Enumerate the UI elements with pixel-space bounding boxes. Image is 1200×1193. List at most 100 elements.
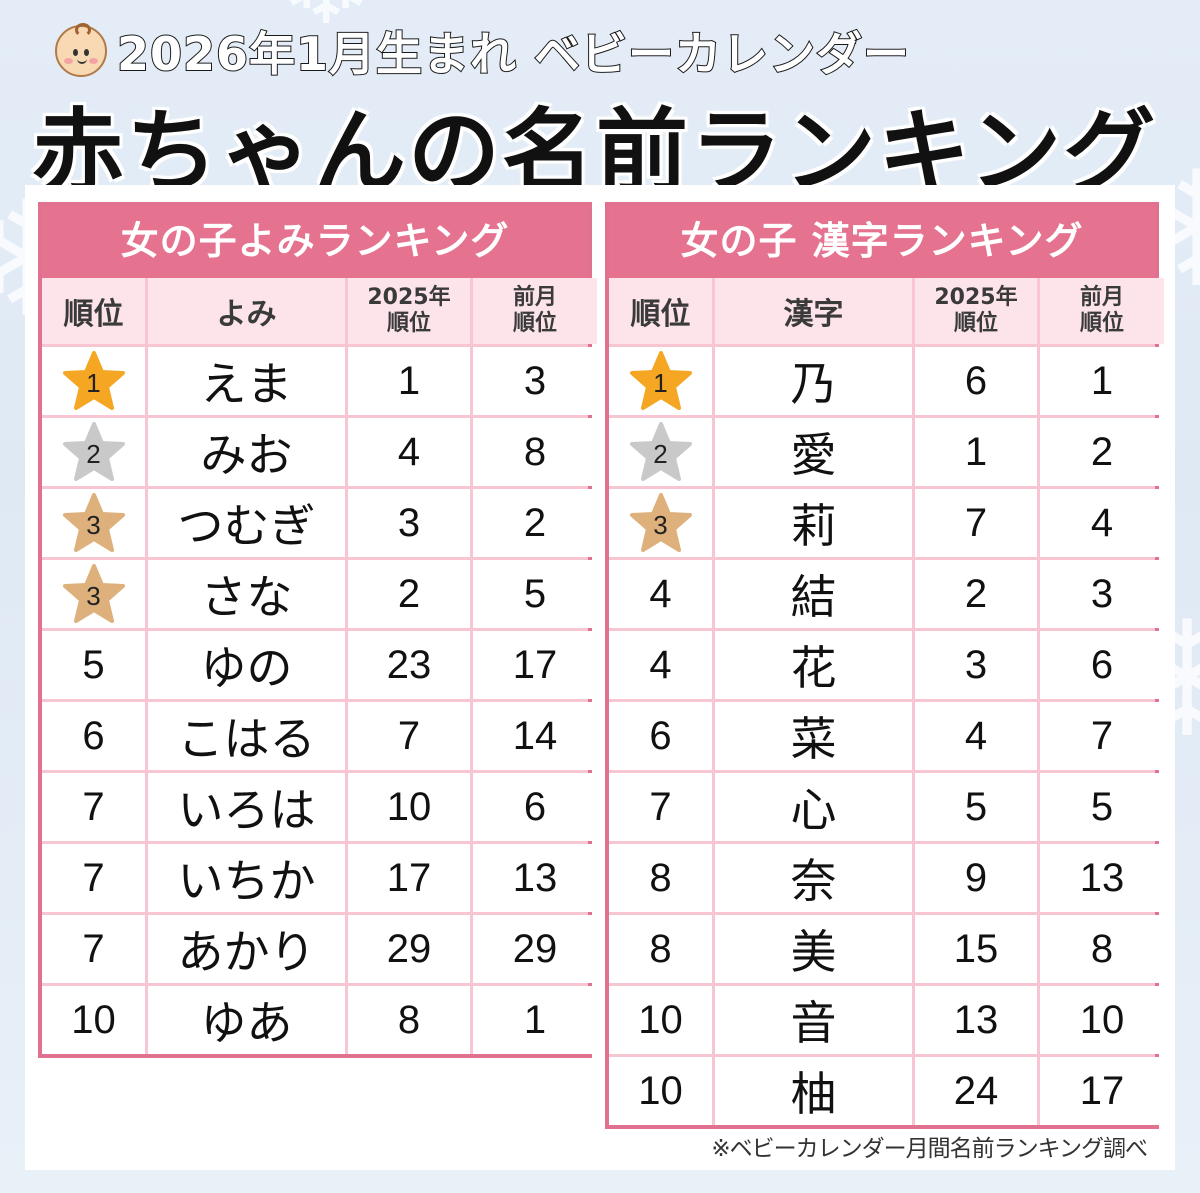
- prev-month-rank-cell: 7: [1040, 702, 1164, 770]
- prev-month-rank-cell: 1: [473, 986, 597, 1054]
- name-cell: いろは: [148, 773, 345, 841]
- prev-month-rank-cell: 4: [1040, 489, 1164, 557]
- prev-month-rank-cell: 5: [473, 560, 597, 628]
- prev-month-rank-cell: 29: [473, 915, 597, 983]
- name-cell: つむぎ: [148, 489, 345, 557]
- prev-month-rank-cell: 2: [1040, 418, 1164, 486]
- rank-cell: 8: [609, 844, 712, 912]
- name-cell: あかり: [148, 915, 345, 983]
- rank-2025-cell: 10: [348, 773, 470, 841]
- rank-2025-cell: 2: [348, 560, 470, 628]
- gold-star-medal-icon: 1: [62, 350, 126, 412]
- rank-cell: 1: [42, 347, 145, 415]
- rank-2025-cell: 1: [915, 418, 1037, 486]
- silver-star-medal-icon: 2: [629, 421, 693, 483]
- content-panel: 女の子よみランキング 順位 よみ 2025年 順位 前月 順位 1 えま 1 3 2 みお…: [25, 185, 1175, 1170]
- bronze-star-medal-icon: 3: [629, 492, 693, 554]
- prev-month-rank-cell: 8: [473, 418, 597, 486]
- rank-cell: 5: [42, 631, 145, 699]
- rank-2025-cell: 23: [348, 631, 470, 699]
- yomi-ranking-table: 女の子よみランキング 順位 よみ 2025年 順位 前月 順位 1 えま 1 3 2 みお…: [38, 202, 597, 1058]
- rank-cell: 7: [42, 844, 145, 912]
- ranking-grid: 順位 よみ 2025年 順位 前月 順位 1 えま 1 3 2 みお 4 8 3 つむぎ 3 2 3 さな…: [42, 278, 597, 1054]
- rank-2025-cell: 6: [915, 347, 1037, 415]
- rank-2025-cell: 29: [348, 915, 470, 983]
- rank-cell: 7: [42, 773, 145, 841]
- bronze-star-medal-icon: 3: [62, 492, 126, 554]
- name-cell: みお: [148, 418, 345, 486]
- rank-cell: 10: [42, 986, 145, 1054]
- rank-2025-cell: 15: [915, 915, 1037, 983]
- name-cell: えま: [148, 347, 345, 415]
- column-header-name: よみ: [148, 278, 345, 344]
- rank-cell: 7: [609, 773, 712, 841]
- rank-2025-cell: 3: [915, 631, 1037, 699]
- name-cell: ゆの: [148, 631, 345, 699]
- name-cell: ゆあ: [148, 986, 345, 1054]
- subtitle-row: 2026年1月生まれ ベビーカレンダー: [55, 18, 910, 84]
- name-cell: 心: [715, 773, 912, 841]
- rank-2025-cell: 2: [915, 560, 1037, 628]
- rank-2025-cell: 13: [915, 986, 1037, 1054]
- name-cell: 愛: [715, 418, 912, 486]
- name-cell: 柚: [715, 1057, 912, 1125]
- rank-2025-cell: 1: [348, 347, 470, 415]
- rank-cell: 3: [609, 489, 712, 557]
- name-cell: 乃: [715, 347, 912, 415]
- rank-cell: 3: [42, 560, 145, 628]
- prev-month-rank-cell: 8: [1040, 915, 1164, 983]
- rank-2025-cell: 5: [915, 773, 1037, 841]
- prev-month-rank-cell: 1: [1040, 347, 1164, 415]
- rank-2025-cell: 7: [915, 489, 1037, 557]
- bronze-star-medal-icon: 3: [62, 563, 126, 625]
- prev-month-rank-cell: 13: [1040, 844, 1164, 912]
- rank-cell: 6: [42, 702, 145, 770]
- column-header-prev-month-rank: 前月 順位: [1040, 278, 1164, 344]
- rank-2025-cell: 3: [348, 489, 470, 557]
- name-cell: 莉: [715, 489, 912, 557]
- rank-cell: 10: [609, 986, 712, 1054]
- name-cell: さな: [148, 560, 345, 628]
- rank-2025-cell: 24: [915, 1057, 1037, 1125]
- name-cell: こはる: [148, 702, 345, 770]
- rank-cell: 4: [609, 560, 712, 628]
- name-cell: 音: [715, 986, 912, 1054]
- prev-month-rank-cell: 6: [1040, 631, 1164, 699]
- baby-face-icon: [55, 23, 107, 77]
- gold-star-medal-icon: 1: [629, 350, 693, 412]
- name-cell: いちか: [148, 844, 345, 912]
- rank-cell: 4: [609, 631, 712, 699]
- name-cell: 結: [715, 560, 912, 628]
- prev-month-rank-cell: 10: [1040, 986, 1164, 1054]
- name-cell: 美: [715, 915, 912, 983]
- column-header-rank: 順位: [42, 278, 145, 344]
- prev-month-rank-cell: 5: [1040, 773, 1164, 841]
- rank-2025-cell: 17: [348, 844, 470, 912]
- column-header-rank: 順位: [609, 278, 712, 344]
- column-header-2025-rank: 2025年 順位: [348, 278, 470, 344]
- header: 2026年1月生まれ ベビーカレンダー 赤ちゃんの名前ランキング: [0, 0, 1200, 206]
- column-header-prev-month-rank: 前月 順位: [473, 278, 597, 344]
- prev-month-rank-cell: 2: [473, 489, 597, 557]
- prev-month-rank-cell: 17: [473, 631, 597, 699]
- rank-cell: 6: [609, 702, 712, 770]
- rank-2025-cell: 4: [348, 418, 470, 486]
- prev-month-rank-cell: 14: [473, 702, 597, 770]
- prev-month-rank-cell: 6: [473, 773, 597, 841]
- rank-cell: 3: [42, 489, 145, 557]
- name-cell: 菜: [715, 702, 912, 770]
- rank-cell: 7: [42, 915, 145, 983]
- rank-cell: 2: [42, 418, 145, 486]
- rank-2025-cell: 9: [915, 844, 1037, 912]
- column-header-name: 漢字: [715, 278, 912, 344]
- prev-month-rank-cell: 13: [473, 844, 597, 912]
- subtitle: 2026年1月生まれ ベビーカレンダー: [116, 26, 911, 82]
- rank-2025-cell: 7: [348, 702, 470, 770]
- prev-month-rank-cell: 3: [1040, 560, 1164, 628]
- name-cell: 奈: [715, 844, 912, 912]
- prev-month-rank-cell: 17: [1040, 1057, 1164, 1125]
- name-cell: 花: [715, 631, 912, 699]
- table-title: 女の子 漢字ランキング: [609, 206, 1155, 278]
- prev-month-rank-cell: 3: [473, 347, 597, 415]
